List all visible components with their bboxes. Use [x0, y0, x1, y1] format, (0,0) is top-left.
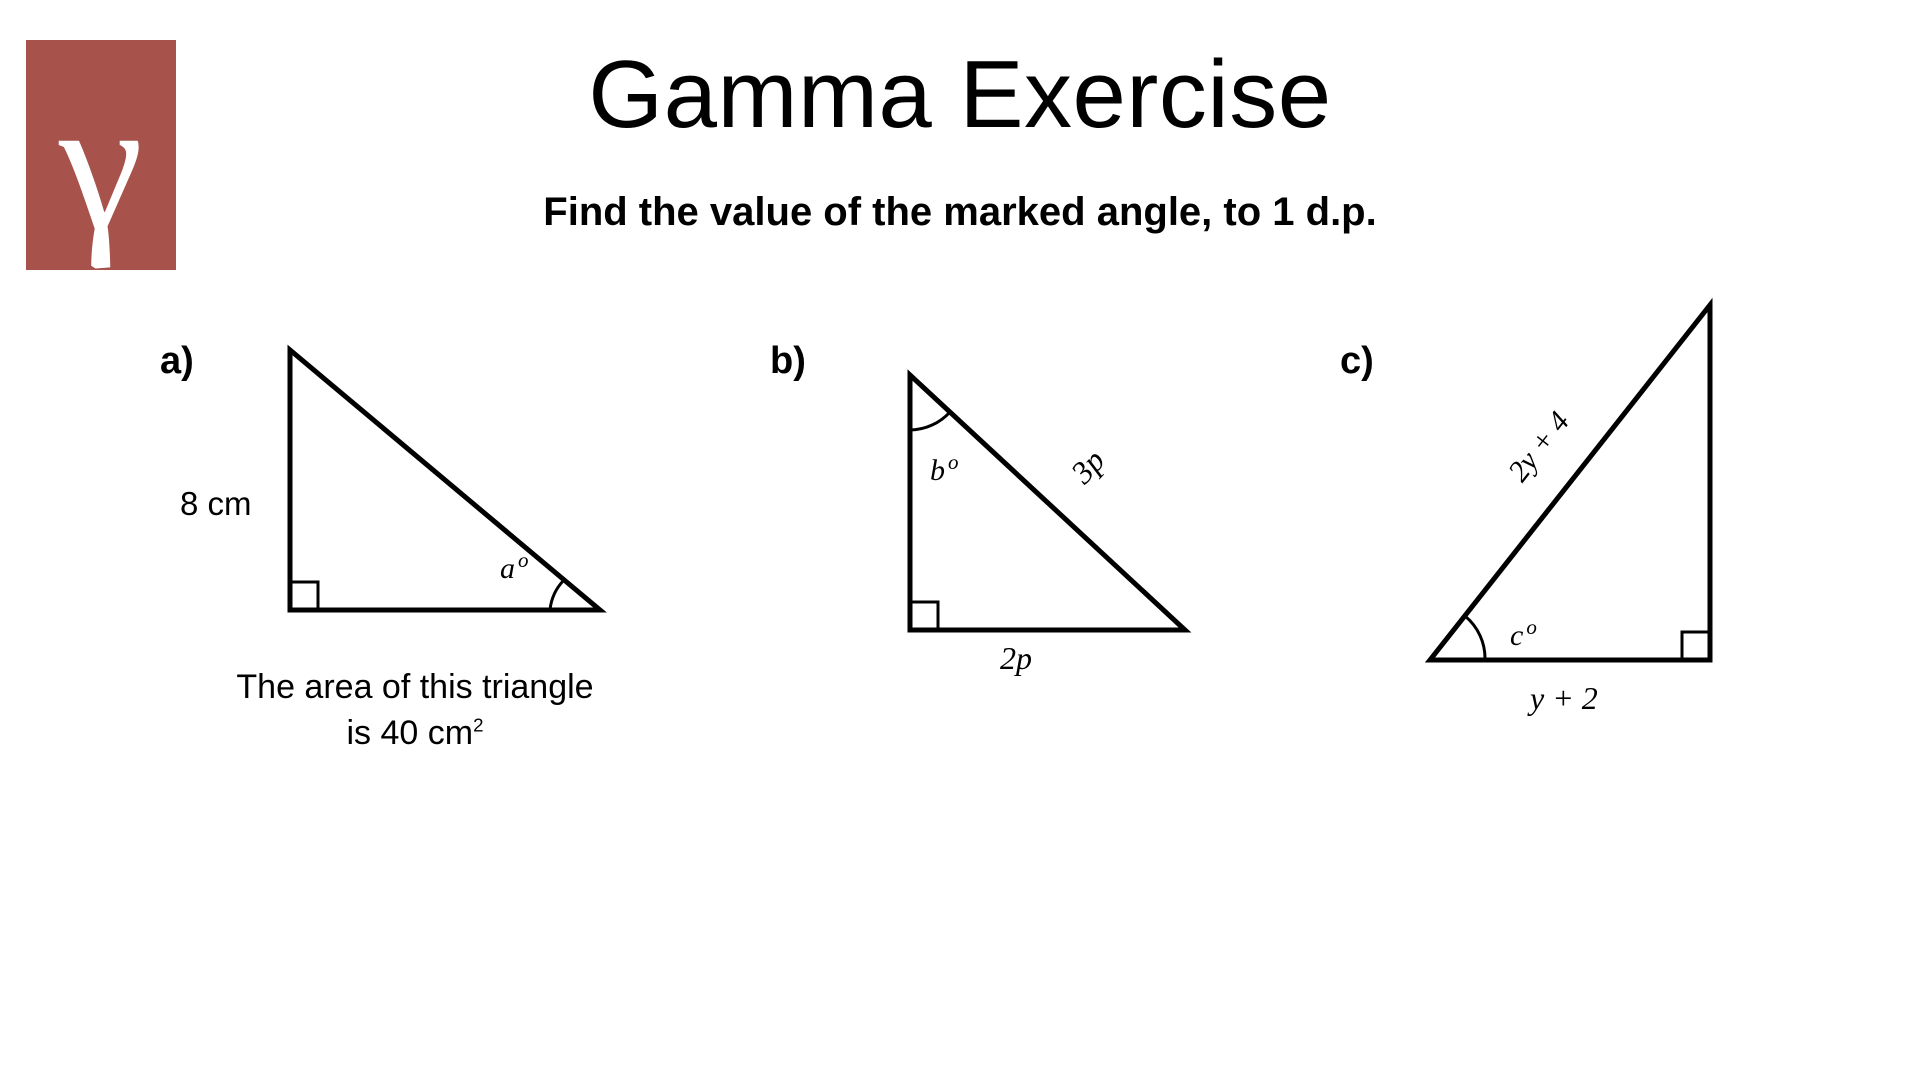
side-c-base: y + 2 [1530, 680, 1598, 717]
angle-b-label: bo [930, 450, 959, 488]
side-a-left: 8 cm [180, 485, 252, 523]
problem-a-caption: The area of this triangle is 40 cm2 [220, 665, 610, 757]
problem-b-label: b) [770, 340, 806, 383]
triangle-a [270, 330, 620, 630]
page-title: Gamma Exercise [0, 40, 1920, 150]
triangle-c [1410, 290, 1750, 690]
angle-c-label: co [1510, 615, 1537, 653]
problem-c-label: c) [1340, 340, 1374, 383]
slide: γ Gamma Exercise Find the value of the m… [0, 0, 1920, 1080]
angle-a-label: ao [500, 548, 529, 586]
triangle-b [890, 360, 1210, 660]
page-subtitle: Find the value of the marked angle, to 1… [0, 190, 1920, 235]
problem-a-label: a) [160, 340, 194, 383]
side-b-base: 2p [1000, 640, 1032, 677]
